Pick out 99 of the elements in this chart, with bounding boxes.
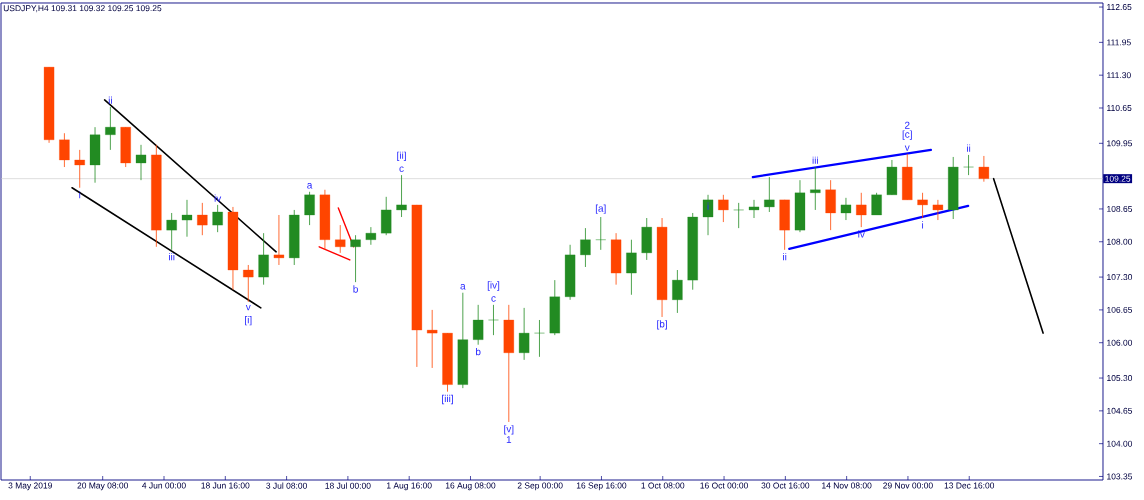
candlestick xyxy=(258,232,269,286)
candlestick xyxy=(273,214,285,266)
annotation: a xyxy=(307,183,313,189)
y-tick-label: 104.65 xyxy=(1107,407,1133,414)
candlestick xyxy=(702,194,714,236)
candlestick xyxy=(212,204,223,233)
y-tick-label: 105.30 xyxy=(1107,375,1133,382)
annotation: ii xyxy=(783,253,787,261)
y-tick-label: 106.00 xyxy=(1107,339,1133,346)
candlestick xyxy=(488,304,499,336)
candlestick xyxy=(197,202,208,236)
candlestick xyxy=(733,202,744,229)
y-tick-label: 108.65 xyxy=(1107,205,1133,212)
x-tick-label: 14 Nov 08:00 xyxy=(822,482,872,489)
x-tick-label: 1 Aug 16:00 xyxy=(387,482,432,491)
candlestick xyxy=(856,192,867,228)
annotation: [iii] xyxy=(442,394,453,405)
x-tick-label: 13 Dec 16:00 xyxy=(944,482,995,489)
y-tick-label: 109.95 xyxy=(1107,140,1133,147)
x-tick-label: 16 Oct 00:00 xyxy=(700,482,748,489)
candlestick xyxy=(626,239,637,296)
annotation: c xyxy=(491,296,496,302)
candlestick xyxy=(472,304,484,346)
x-tick-label: 3 Jul 08:00 xyxy=(266,482,307,489)
annotation: ii xyxy=(108,96,112,104)
annotation: c xyxy=(399,166,404,172)
y-tick-label: 110.65 xyxy=(1107,105,1132,111)
candlestick xyxy=(810,166,821,211)
annotation: 2 xyxy=(904,121,910,129)
candlestick xyxy=(335,224,346,254)
candlestick xyxy=(381,196,392,236)
x-tick-label: 18 Jun 16:00 xyxy=(201,482,250,489)
annotation: v xyxy=(904,145,910,151)
candlestick xyxy=(764,176,775,213)
annotation: [c] xyxy=(902,130,912,140)
candlestick xyxy=(840,197,852,221)
annotation: b xyxy=(353,285,358,293)
x-tick-label: 18 Jul 00:00 xyxy=(325,482,371,489)
candlestick xyxy=(166,212,177,251)
candlestick xyxy=(534,319,545,358)
candlestick xyxy=(243,264,254,303)
candlestick xyxy=(748,199,760,219)
candlestick xyxy=(135,144,147,181)
annotation: i xyxy=(707,202,709,210)
y-tick-label: 108.00 xyxy=(1107,238,1133,245)
candlestick xyxy=(825,179,836,231)
y-tick-label: 103.35 xyxy=(1107,473,1133,480)
annotation: 1 xyxy=(506,436,512,444)
candlestick xyxy=(304,191,315,226)
x-tick-label: 1 Oct 08:00 xyxy=(641,482,685,489)
x-tick-label: 2 Sep 00:00 xyxy=(517,482,563,491)
y-tick-label: 104.00 xyxy=(1107,440,1133,447)
annotation: iii xyxy=(169,253,175,261)
x-tick-label: 4 Jun 00:00 xyxy=(142,482,186,489)
annotation: [a] xyxy=(595,204,606,214)
candlestick xyxy=(595,216,606,251)
candlestick xyxy=(978,155,990,183)
candlestick xyxy=(350,234,361,283)
annotation: a xyxy=(460,284,466,290)
annotation: iv xyxy=(858,230,865,238)
candlestick xyxy=(932,199,944,221)
annotation: [iv] xyxy=(487,281,500,291)
candlestick xyxy=(59,132,70,168)
candlestick xyxy=(427,309,438,369)
candlestick xyxy=(365,226,377,246)
y-tick-label: 112.65 xyxy=(1107,4,1132,11)
annotation: [ii] xyxy=(397,151,406,161)
candlestick xyxy=(181,199,193,238)
candlestick xyxy=(580,227,591,268)
x-tick-label: 16 Aug 08:00 xyxy=(445,482,496,491)
annotation: b xyxy=(476,347,481,356)
candlestick xyxy=(718,194,729,223)
x-tick-label: 3 May 2019 xyxy=(8,482,52,491)
annotation: i xyxy=(922,221,924,229)
candlestick xyxy=(396,174,407,218)
candlestick xyxy=(672,269,683,314)
y-tick-label: 111.30 xyxy=(1107,72,1131,79)
x-tick-label: 30 Oct 16:00 xyxy=(761,482,810,489)
annotation: ii xyxy=(967,144,971,152)
candlestick xyxy=(963,154,974,176)
annotation: i xyxy=(79,190,81,199)
candlestick xyxy=(871,192,882,216)
annotation: iii xyxy=(812,156,818,164)
candlestick xyxy=(518,307,530,361)
candlestick xyxy=(105,106,116,151)
y-tick-label: 111.95 xyxy=(1107,39,1131,46)
chart-title: USDJPY,H4 109.31 109.32 109.25 109.25 xyxy=(3,5,162,13)
x-tick-label: 16 Sep 16:00 xyxy=(576,482,627,491)
annotation: [i] xyxy=(245,316,252,326)
annotation: [v] xyxy=(504,425,514,435)
candlestick xyxy=(74,149,85,189)
x-tick-label: 29 Nov 00:00 xyxy=(883,482,933,489)
y-tick-label: 106.65 xyxy=(1107,306,1133,313)
y-tick-label: 107.30 xyxy=(1107,274,1133,281)
x-tick-label: 20 May 08:00 xyxy=(77,482,129,491)
candlestick xyxy=(917,192,928,219)
annotation: v xyxy=(245,305,251,311)
annotation: [b] xyxy=(657,320,667,330)
ref-line-label: 109.25 xyxy=(1105,175,1131,182)
